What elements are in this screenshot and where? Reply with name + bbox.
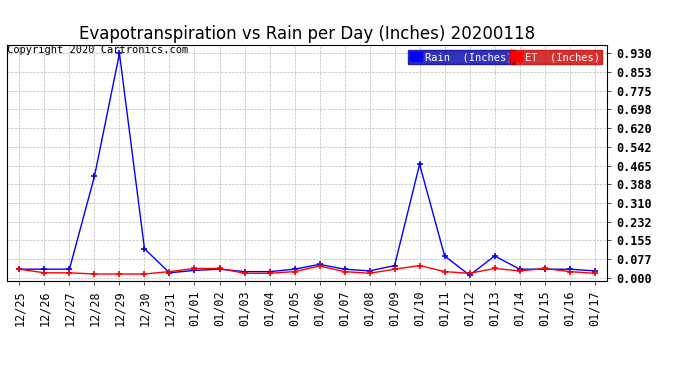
Text: Copyright 2020 Cartronics.com: Copyright 2020 Cartronics.com bbox=[7, 45, 188, 55]
Legend: ET  (Inches): ET (Inches) bbox=[509, 50, 602, 64]
Title: Evapotranspiration vs Rain per Day (Inches) 20200118: Evapotranspiration vs Rain per Day (Inch… bbox=[79, 26, 535, 44]
